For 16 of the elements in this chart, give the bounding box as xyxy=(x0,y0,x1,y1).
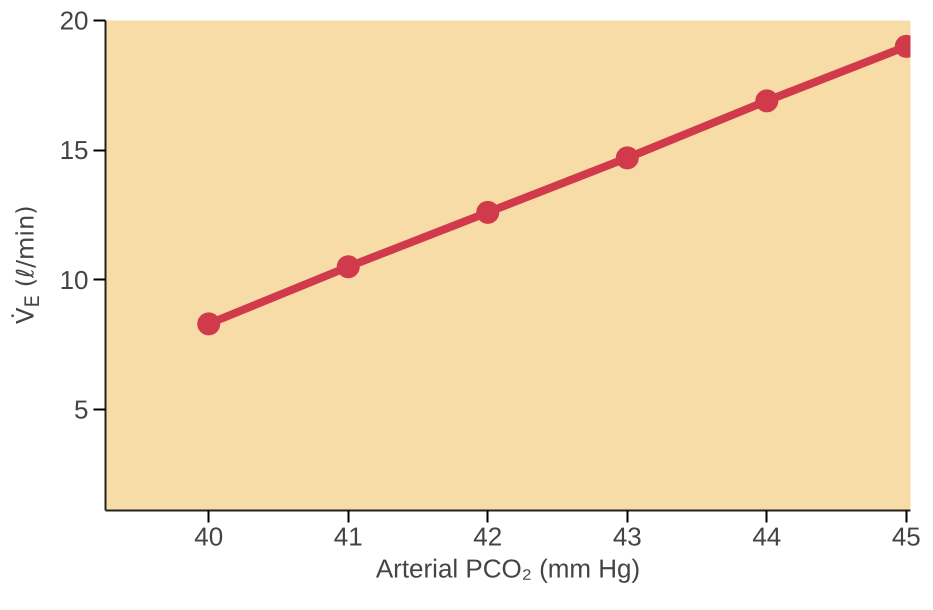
point xyxy=(616,146,639,170)
point xyxy=(476,200,500,224)
y-tick-label: 15 xyxy=(60,135,88,166)
x-axis-title: Arterial PCO₂ (mm Hg) xyxy=(376,554,640,584)
y-tick-label: 5 xyxy=(74,394,89,424)
y-tick-label: 20 xyxy=(60,6,88,36)
x-tick-label: 41 xyxy=(334,522,363,552)
x-tick-label: 40 xyxy=(194,522,224,552)
x-tick-label: 44 xyxy=(752,522,782,552)
y-tick-label: 10 xyxy=(60,264,88,295)
point xyxy=(336,255,360,278)
x-tick-label: 42 xyxy=(473,522,502,552)
point xyxy=(197,312,220,336)
x-tick-label: 43 xyxy=(612,522,642,552)
point xyxy=(755,89,778,112)
x-tick-label: 45 xyxy=(892,522,921,552)
